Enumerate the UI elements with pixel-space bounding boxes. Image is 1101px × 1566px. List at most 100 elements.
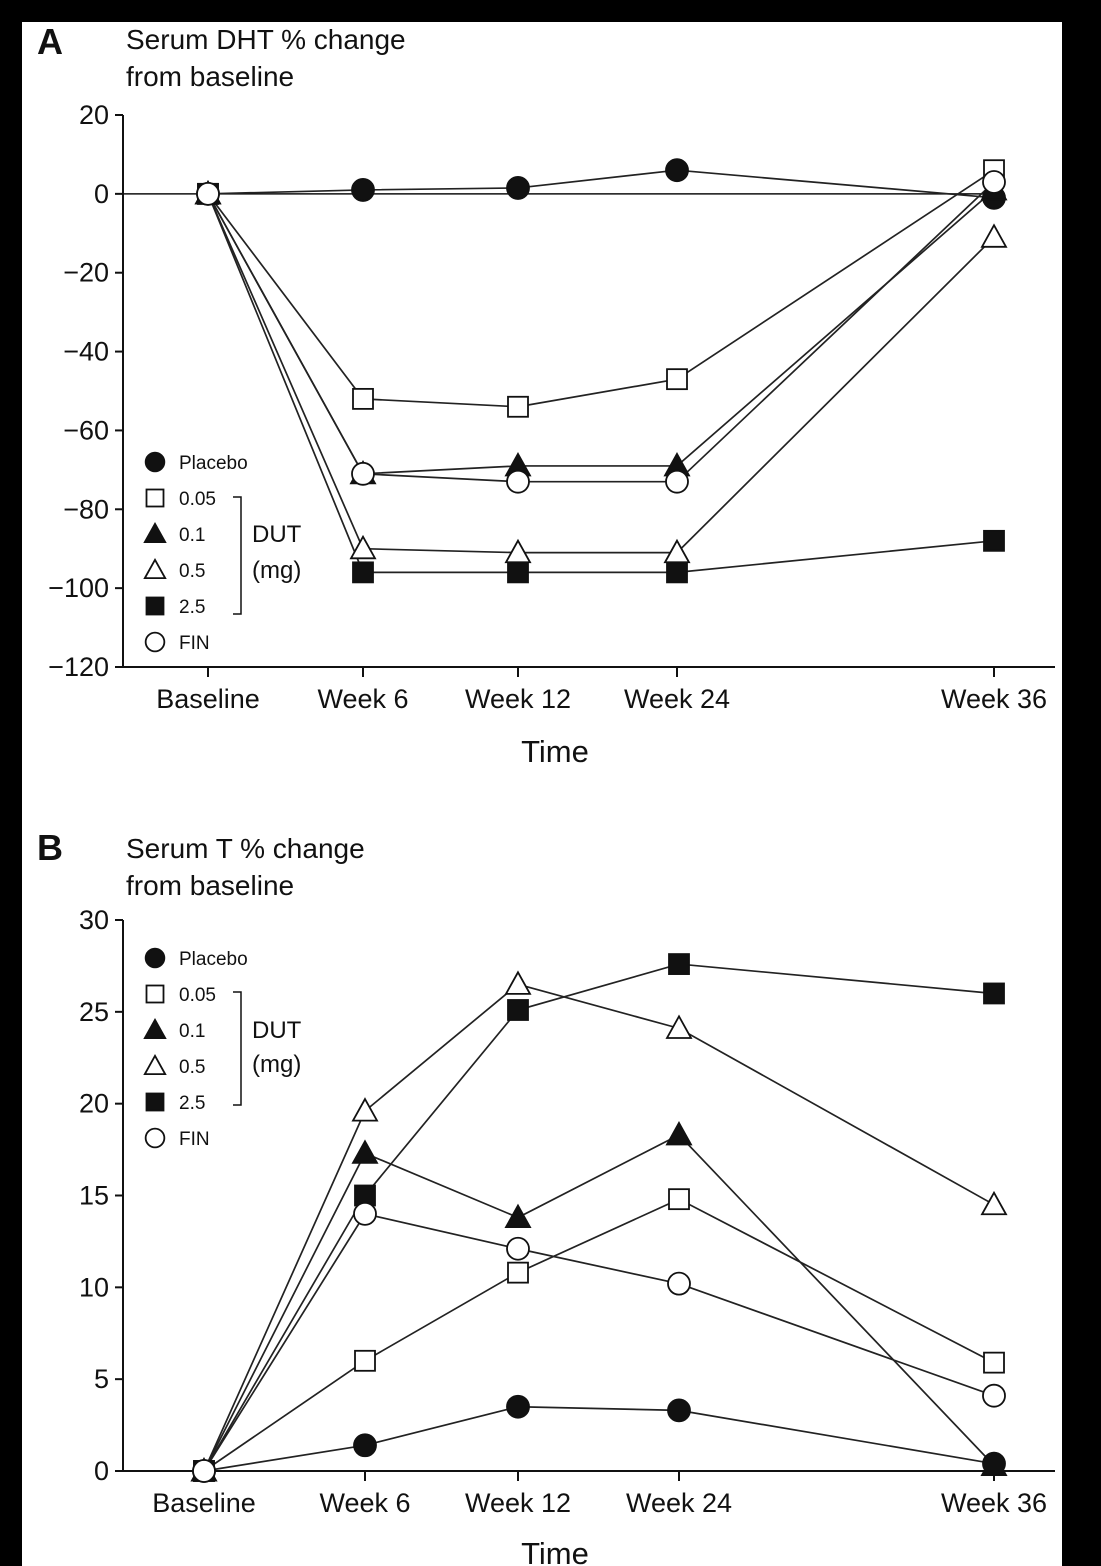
panel-a-legend-marker bbox=[145, 596, 165, 616]
panel-b-series-line-2 bbox=[203, 1133, 995, 1472]
panel-a-y-tick-label: −40 bbox=[63, 337, 109, 367]
panel-b-title: Serum T % change bbox=[126, 833, 365, 864]
panel-a-data-point bbox=[983, 529, 1005, 552]
panel-b-y-tick-label: 10 bbox=[79, 1272, 109, 1302]
panel-b-series-line-4 bbox=[203, 963, 995, 1472]
panel-a-y-tick-label: −60 bbox=[63, 415, 109, 445]
panel-a-plot: 20 0 −20 −40 −60 −80 −100 −120 Baseline Week 6 Wee… bbox=[48, 100, 1055, 714]
panel-a-data-point bbox=[980, 223, 1008, 248]
panel-a-letter: A bbox=[37, 22, 63, 62]
panel-a-x-tick-label: Week 6 bbox=[317, 684, 408, 714]
panel-a-y-tick-label: −80 bbox=[63, 494, 109, 524]
panel-b-legend-marker bbox=[145, 1092, 165, 1112]
panel-b-legend-marker bbox=[144, 947, 166, 969]
panel-b-legend-label: 2.5 bbox=[179, 1093, 205, 1114]
panel-a-data-point bbox=[349, 534, 377, 560]
panel-a-y-tick-label: −100 bbox=[48, 573, 109, 603]
panel-a-title: Serum DHT % change bbox=[126, 24, 406, 55]
panel-b-y-tick-label: 25 bbox=[79, 997, 109, 1027]
panel-a-series-line-5 bbox=[207, 181, 995, 483]
panel-a-data-point bbox=[504, 538, 532, 564]
panel-b-subtitle: from baseline bbox=[126, 870, 294, 901]
panel-b-x-tick-label: Week 6 bbox=[319, 1488, 410, 1518]
panel-b-data-point bbox=[504, 970, 532, 995]
panel-b-series-line-1 bbox=[203, 1198, 995, 1472]
panel-b-data-point bbox=[351, 1139, 379, 1164]
panel-b-legend-marker bbox=[143, 1017, 167, 1040]
panel-b-y-tick-label: 20 bbox=[79, 1089, 109, 1119]
panel-a-data-point bbox=[506, 176, 530, 200]
panel-b-data-point bbox=[504, 1203, 532, 1229]
panel-a-data-point bbox=[507, 395, 529, 418]
panel-a-x-tick-label: Week 12 bbox=[465, 684, 571, 714]
panel-b-data-point bbox=[351, 1097, 379, 1122]
panel-b-series-line-5 bbox=[203, 1212, 995, 1472]
two-panel-line-chart: A Serum DHT % change from baseline Time … bbox=[37, 22, 1055, 1566]
panel-a-legend-label: 0.1 bbox=[179, 525, 205, 546]
panel-b-data-point bbox=[192, 1459, 216, 1483]
panel-b-data-point bbox=[667, 1271, 691, 1296]
panel-b-x-tick-label: Week 36 bbox=[941, 1488, 1047, 1518]
panel-a-x-tick-label: Baseline bbox=[156, 684, 260, 714]
panel-a-y-tick-label: 0 bbox=[94, 179, 109, 209]
panel-a-legend-group-unit: (mg) bbox=[252, 557, 301, 584]
panel-a-data-point bbox=[665, 158, 689, 183]
panel-a-legend-bracket bbox=[233, 496, 242, 615]
panel-b-x-tick-label: Week 12 bbox=[465, 1488, 571, 1518]
panel-b-legend-label: 0.1 bbox=[179, 1021, 205, 1042]
panel-b-data-point bbox=[983, 1351, 1005, 1374]
panel-b-legend-marker bbox=[144, 1127, 166, 1149]
panel-b-data-point bbox=[668, 1188, 690, 1211]
panel-b-y-tick-label: 5 bbox=[94, 1364, 109, 1394]
panel-a-legend-marker bbox=[143, 557, 167, 580]
panel-a-data-point bbox=[351, 178, 375, 202]
panel-a-legend-marker bbox=[144, 451, 166, 473]
panel-b-data-point bbox=[982, 1383, 1006, 1408]
panel-a-legend-label: Placebo bbox=[179, 453, 248, 474]
panel-a-data-point bbox=[507, 561, 529, 584]
panel-b-legend-label: 0.05 bbox=[179, 985, 216, 1006]
panel-b-data-point bbox=[980, 1451, 1008, 1476]
panel-a-legend-label: FIN bbox=[179, 633, 210, 654]
panel-b-legend-label: 0.5 bbox=[179, 1057, 205, 1078]
panel-a-series-line-4 bbox=[207, 193, 995, 574]
panel-a-legend-label: 0.05 bbox=[179, 489, 216, 510]
panel-a-data-point bbox=[982, 170, 1006, 194]
panel-a-legend-group-label: DUT bbox=[252, 521, 302, 548]
panel-b-data-point bbox=[353, 1433, 377, 1458]
panel-a-data-point bbox=[506, 469, 530, 494]
panel-b-data-point bbox=[665, 1014, 693, 1039]
panel-b-data-point bbox=[353, 1201, 377, 1226]
panel-b-x-axis-label: Time bbox=[521, 1536, 589, 1566]
panel-b-x-tick-label: Week 24 bbox=[626, 1488, 732, 1518]
panel-b-y-tick-label: 30 bbox=[79, 905, 109, 935]
panel-b-data-point bbox=[668, 953, 690, 975]
panel-a-data-point bbox=[352, 561, 374, 584]
panel-a-legend-marker bbox=[143, 521, 167, 544]
panel-a-y-tick-label: −20 bbox=[63, 258, 109, 288]
panel-a-data-point bbox=[666, 368, 688, 391]
panel-a-y-tick-label: −120 bbox=[48, 652, 109, 682]
panel-b-data-point bbox=[665, 1121, 693, 1146]
panel-a-data-point bbox=[666, 561, 688, 584]
panel-b-y-tick-label: 0 bbox=[94, 1456, 109, 1486]
panel-a-x-axis-label: Time bbox=[521, 734, 589, 769]
panel-a-x-tick-label: Week 24 bbox=[624, 684, 730, 714]
panel-a-series-line-1 bbox=[207, 169, 995, 408]
panel-a-series-line-2 bbox=[207, 189, 995, 475]
panel-b-data-point bbox=[506, 1394, 530, 1419]
panel-a-subtitle: from baseline bbox=[126, 61, 294, 92]
panel-b-series-line-0 bbox=[203, 1405, 995, 1472]
panel-b-data-point bbox=[667, 1398, 691, 1423]
panel-a-legend-marker bbox=[145, 488, 165, 508]
panel-b-x-tick-label: Baseline bbox=[152, 1488, 256, 1518]
panel-a-legend-marker bbox=[144, 631, 166, 653]
panel-b-data-point bbox=[980, 1190, 1008, 1216]
panel-b-plot: 30 25 20 15 10 5 0 Baseline Week 6 Week 12 Week 24… bbox=[79, 905, 1055, 1518]
panel-b-legend-bracket bbox=[233, 991, 242, 1106]
panel-b-data-point bbox=[983, 982, 1005, 1005]
panel-b-data-point bbox=[506, 1236, 530, 1261]
panel-a-y-tick-label: 20 bbox=[79, 100, 109, 130]
panel-b-legend-marker bbox=[145, 984, 165, 1004]
panel-a-legend-label: 2.5 bbox=[179, 597, 205, 618]
